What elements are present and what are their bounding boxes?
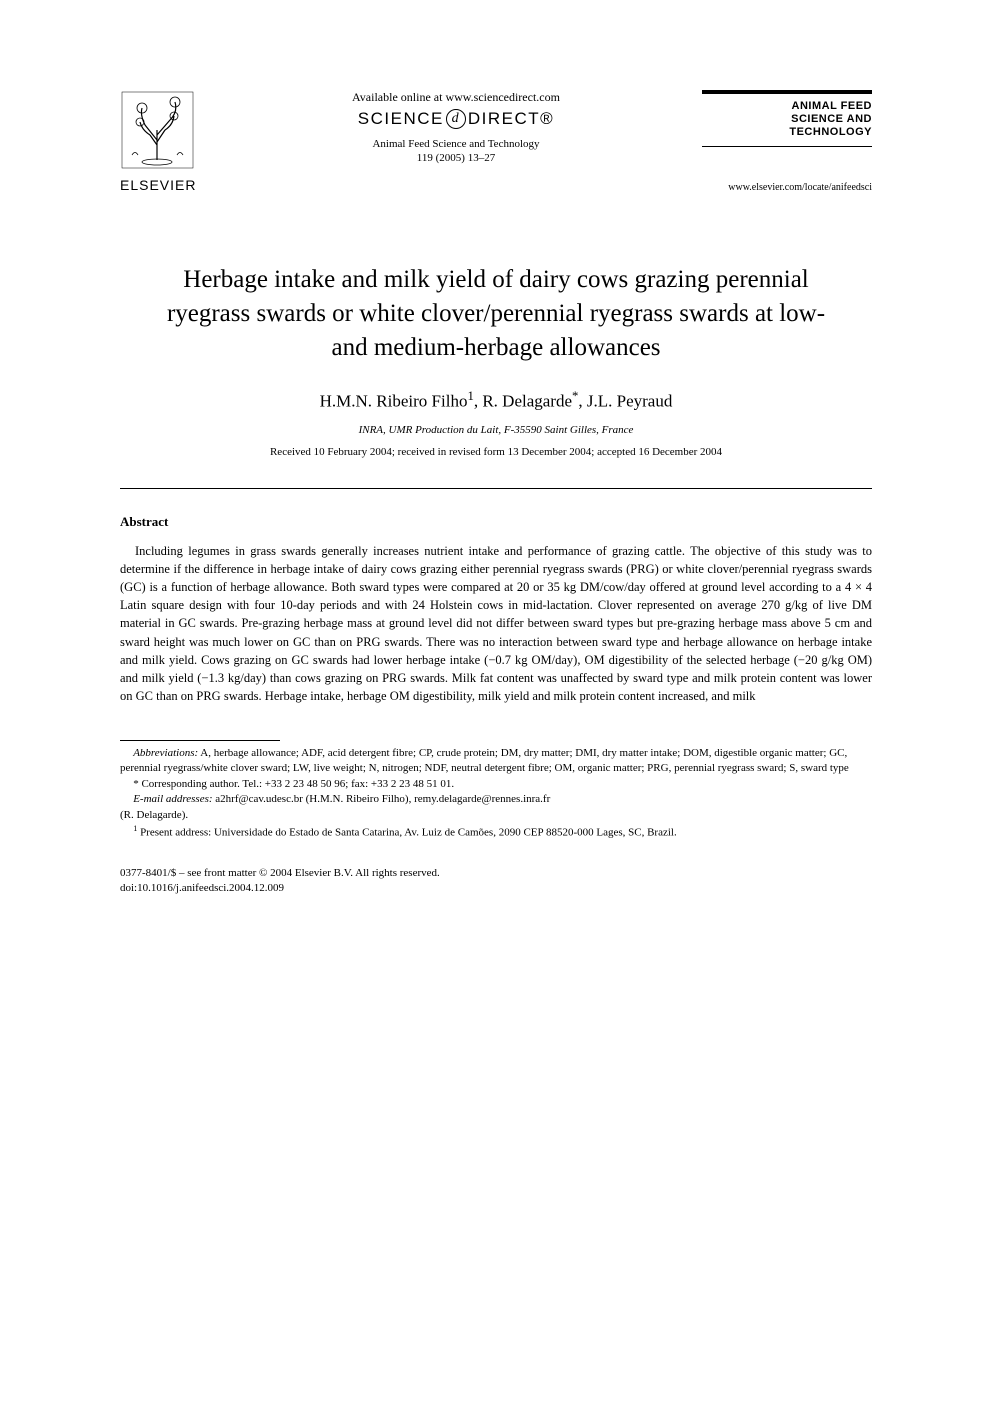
footnotes-block: Abbreviations: A, herbage allowance; ADF… bbox=[120, 746, 872, 841]
article-title: Herbage intake and milk yield of dairy c… bbox=[146, 263, 846, 364]
publisher-name: ELSEVIER bbox=[120, 177, 210, 193]
present-address-footnote: 1 Present address: Universidade do Estad… bbox=[120, 823, 872, 841]
sd-circle-icon: d bbox=[446, 109, 466, 129]
abstract-heading: Abstract bbox=[120, 514, 872, 530]
horizontal-rule bbox=[120, 488, 872, 489]
corresponding-author-footnote: * Corresponding author. Tel.: +33 2 23 4… bbox=[120, 777, 872, 792]
journal-logo-line3: TECHNOLOGY bbox=[702, 126, 872, 139]
journal-logo-line2: SCIENCE AND bbox=[702, 113, 872, 126]
email-footnote: E-mail addresses: a2hrf@cav.udesc.br (H.… bbox=[120, 792, 872, 807]
sd-text-left: SCIENCE bbox=[358, 109, 444, 129]
abstract-body: Including legumes in grass swards genera… bbox=[120, 542, 872, 705]
copyright-line: 0377-8401/$ – see front matter © 2004 El… bbox=[120, 866, 872, 881]
journal-reference: Animal Feed Science and Technology 119 (… bbox=[230, 137, 682, 166]
copyright-block: 0377-8401/$ – see front matter © 2004 El… bbox=[120, 866, 872, 897]
page-header: ELSEVIER Available online at www.science… bbox=[120, 90, 872, 193]
abbreviations-footnote: Abbreviations: A, herbage allowance; ADF… bbox=[120, 746, 872, 777]
affiliation: INRA, UMR Production du Lait, F-35590 Sa… bbox=[120, 424, 872, 436]
sd-text-right: DIRECT® bbox=[468, 109, 554, 129]
email-addresses: a2hrf@cav.udesc.br (H.M.N. Ribeiro Filho… bbox=[213, 793, 551, 805]
available-online-text: Available online at www.sciencedirect.co… bbox=[230, 90, 682, 105]
author-2: , R. Delagarde bbox=[474, 392, 572, 411]
author-1: H.M.N. Ribeiro Filho bbox=[320, 392, 468, 411]
journal-url: www.elsevier.com/locate/anifeedsci bbox=[702, 182, 872, 193]
footnote-separator bbox=[120, 740, 280, 741]
journal-title-logo: ANIMAL FEED SCIENCE AND TECHNOLOGY bbox=[702, 90, 872, 147]
journal-name: Animal Feed Science and Technology bbox=[230, 137, 682, 151]
abbrev-label: Abbreviations: bbox=[133, 747, 198, 759]
authors-line: H.M.N. Ribeiro Filho1, R. Delagarde*, J.… bbox=[120, 389, 872, 412]
header-center: Available online at www.sciencedirect.co… bbox=[210, 90, 702, 166]
science-direct-logo: SCIENCE d DIRECT® bbox=[230, 109, 682, 129]
journal-logo-line1: ANIMAL FEED bbox=[702, 100, 872, 113]
journal-volume-pages: 119 (2005) 13–27 bbox=[230, 151, 682, 165]
present-address-text: Present address: Universidade do Estado … bbox=[137, 827, 676, 839]
email-label: E-mail addresses: bbox=[133, 793, 212, 805]
email-name-line: (R. Delagarde). bbox=[120, 808, 872, 823]
publisher-logo-block: ELSEVIER bbox=[120, 90, 210, 193]
article-dates: Received 10 February 2004; received in r… bbox=[120, 446, 872, 458]
doi-line: doi:10.1016/j.anifeedsci.2004.12.009 bbox=[120, 881, 872, 896]
author-3: , J.L. Peyraud bbox=[578, 392, 672, 411]
header-right: ANIMAL FEED SCIENCE AND TECHNOLOGY www.e… bbox=[702, 90, 872, 193]
elsevier-tree-icon bbox=[120, 90, 195, 170]
abbrev-text: A, herbage allowance; ADF, acid detergen… bbox=[120, 747, 849, 774]
